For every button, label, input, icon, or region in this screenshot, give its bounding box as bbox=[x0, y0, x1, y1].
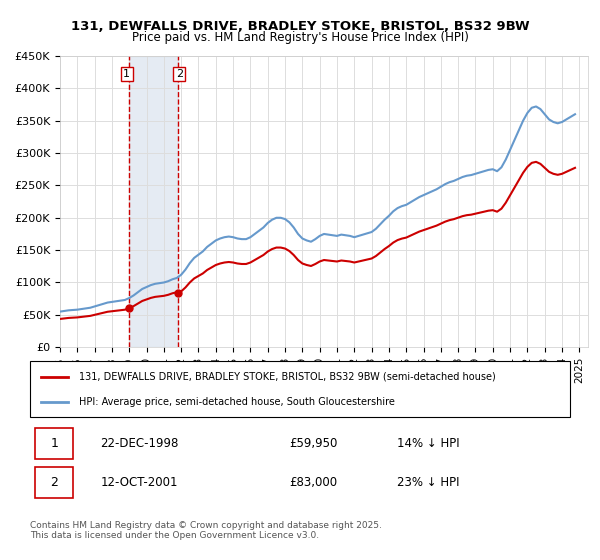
FancyBboxPatch shape bbox=[30, 361, 570, 417]
Point bbox=[173, 289, 182, 298]
Text: 2: 2 bbox=[176, 69, 183, 79]
Text: 131, DEWFALLS DRIVE, BRADLEY STOKE, BRISTOL, BS32 9BW: 131, DEWFALLS DRIVE, BRADLEY STOKE, BRIS… bbox=[71, 20, 529, 32]
Text: Contains HM Land Registry data © Crown copyright and database right 2025.
This d: Contains HM Land Registry data © Crown c… bbox=[30, 521, 382, 540]
Text: 1: 1 bbox=[124, 69, 130, 79]
Point bbox=[124, 304, 133, 313]
Text: 12-OCT-2001: 12-OCT-2001 bbox=[100, 475, 178, 488]
Text: 131, DEWFALLS DRIVE, BRADLEY STOKE, BRISTOL, BS32 9BW (semi-detached house): 131, DEWFALLS DRIVE, BRADLEY STOKE, BRIS… bbox=[79, 372, 496, 382]
Text: 14% ↓ HPI: 14% ↓ HPI bbox=[397, 437, 460, 450]
FancyBboxPatch shape bbox=[35, 466, 73, 497]
Text: £59,950: £59,950 bbox=[289, 437, 338, 450]
Text: 1: 1 bbox=[50, 437, 58, 450]
FancyBboxPatch shape bbox=[35, 428, 73, 459]
Text: HPI: Average price, semi-detached house, South Gloucestershire: HPI: Average price, semi-detached house,… bbox=[79, 396, 394, 407]
Text: Price paid vs. HM Land Registry's House Price Index (HPI): Price paid vs. HM Land Registry's House … bbox=[131, 31, 469, 44]
Text: 2: 2 bbox=[50, 475, 58, 488]
Text: 22-DEC-1998: 22-DEC-1998 bbox=[100, 437, 179, 450]
Text: £83,000: £83,000 bbox=[289, 475, 337, 488]
Text: 23% ↓ HPI: 23% ↓ HPI bbox=[397, 475, 460, 488]
Bar bbox=[128, 56, 178, 347]
